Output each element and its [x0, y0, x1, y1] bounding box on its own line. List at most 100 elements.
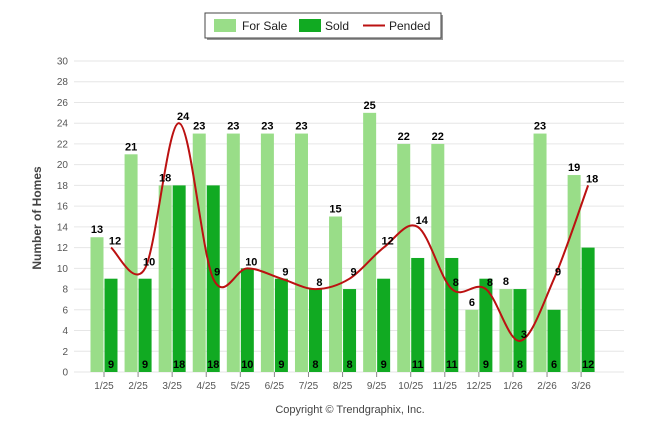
y-tick-label: 12: [57, 243, 69, 254]
label-for-sale: 23: [295, 121, 307, 133]
y-tick-label: 20: [57, 160, 69, 171]
y-tick-label: 30: [57, 57, 69, 68]
bar-sold: [274, 278, 288, 372]
y-tick-label: 28: [57, 77, 69, 88]
label-sold: 8: [517, 359, 523, 371]
label-pended: 12: [109, 236, 121, 248]
y-tick-label: 16: [57, 202, 69, 213]
x-tick-label: 3/26: [571, 381, 591, 392]
label-pended: 12: [382, 236, 394, 248]
y-tick-label: 10: [57, 264, 69, 275]
legend-label-pended: Pended: [389, 19, 430, 33]
x-tick-label: 11/25: [433, 381, 458, 392]
bar-for-sale: [567, 175, 581, 372]
label-sold: 9: [142, 359, 148, 371]
label-sold: 11: [446, 359, 458, 371]
label-sold: 12: [582, 359, 594, 371]
label-sold: 18: [173, 359, 185, 371]
y-axis-title: Number of Homes: [30, 166, 44, 270]
bar-for-sale: [499, 289, 513, 372]
bar-for-sale: [226, 133, 240, 372]
bar-sold: [343, 289, 357, 372]
bar-sold: [308, 289, 322, 372]
bar-for-sale: [294, 133, 308, 372]
label-for-sale: 23: [227, 121, 239, 133]
bar-for-sale: [90, 237, 104, 372]
x-tick-label: 1/26: [503, 381, 523, 392]
bar-for-sale: [329, 216, 343, 372]
label-pended: 3: [521, 329, 527, 341]
label-for-sale: 23: [261, 121, 273, 133]
label-for-sale: 23: [534, 121, 546, 133]
label-sold: 11: [412, 359, 424, 371]
x-tick-label: 4/25: [197, 381, 217, 392]
label-pended: 10: [245, 256, 257, 268]
bar-for-sale: [533, 133, 547, 372]
bar-sold: [138, 278, 152, 372]
bar-for-sale: [124, 154, 138, 372]
label-pended: 9: [350, 267, 356, 279]
pended-line: [110, 122, 590, 342]
bar-for-sale: [158, 185, 172, 372]
y-tick-label: 24: [57, 119, 69, 130]
y-tick-label: 26: [57, 98, 69, 109]
label-sold: 9: [108, 359, 114, 371]
label-pended: 18: [586, 173, 598, 185]
label-for-sale: 13: [91, 224, 103, 236]
copyright-text: Copyright © Trendgraphix, Inc.: [275, 404, 424, 416]
label-pended: 14: [416, 215, 429, 227]
label-pended: 10: [143, 256, 155, 268]
label-for-sale: 21: [125, 141, 137, 153]
y-tick-label: 18: [57, 181, 69, 192]
y-tick-label: 4: [62, 326, 68, 337]
x-tick-label: 7/25: [299, 381, 319, 392]
label-for-sale: 22: [432, 131, 444, 143]
x-tick-label: 10/25: [398, 381, 423, 392]
label-pended: 9: [214, 267, 220, 279]
label-for-sale: 8: [503, 276, 509, 288]
bar-sold: [172, 185, 186, 372]
label-sold: 10: [241, 359, 253, 371]
legend-label-for-sale: For Sale: [242, 19, 288, 33]
y-tick-label: 6: [62, 305, 68, 316]
label-sold: 8: [346, 359, 352, 371]
label-pended: 24: [177, 111, 190, 123]
x-axis-ticks: 1/25 2/25 3/25 4/25 5/25 6/25 7/25 8/25 9/25 10/2…: [94, 372, 591, 392]
legend-item-pended[interactable]: Pended: [363, 19, 430, 33]
legend[interactable]: For Sale Sold Pended: [204, 12, 443, 40]
label-pended: 8: [316, 277, 322, 289]
bar-for-sale: [465, 309, 479, 372]
x-tick-label: 1/25: [94, 381, 114, 392]
x-tick-label: 2/26: [537, 381, 557, 392]
x-tick-label: 8/25: [333, 381, 353, 392]
label-sold: 9: [483, 359, 489, 371]
y-tick-label: 22: [57, 139, 69, 150]
x-tick-label: 6/25: [265, 381, 285, 392]
label-for-sale: 23: [193, 121, 205, 133]
for-sale-swatch: [214, 19, 236, 32]
bar-for-sale: [363, 112, 377, 372]
x-tick-label: 9/25: [367, 381, 387, 392]
legend-item-sold[interactable]: Sold: [299, 19, 349, 33]
sold-swatch: [299, 19, 321, 32]
bar-sold: [547, 309, 561, 372]
label-pended: 8: [487, 277, 493, 289]
label-pended: 9: [282, 267, 288, 279]
label-for-sale: 19: [568, 162, 580, 174]
bar-sold: [377, 278, 391, 372]
bar-for-sale: [192, 133, 206, 372]
bar-sold: [445, 257, 459, 372]
bar-sold: [411, 257, 425, 372]
x-tick-label: 3/25: [162, 381, 182, 392]
bar-sold: [240, 268, 254, 372]
y-tick-label: 14: [57, 222, 69, 233]
x-tick-label: 12/25: [466, 381, 491, 392]
label-pended: 8: [453, 277, 459, 289]
label-for-sale: 6: [469, 297, 475, 309]
label-sold: 18: [207, 359, 219, 371]
data-labels: 13 9 21 9 18 18 23 18 23 10 23 9 23 8 15 8 25 9 22 11 22 11 6 9…: [91, 100, 598, 371]
legend-item-for-sale[interactable]: For Sale: [214, 19, 288, 33]
legend-label-sold: Sold: [325, 19, 349, 33]
